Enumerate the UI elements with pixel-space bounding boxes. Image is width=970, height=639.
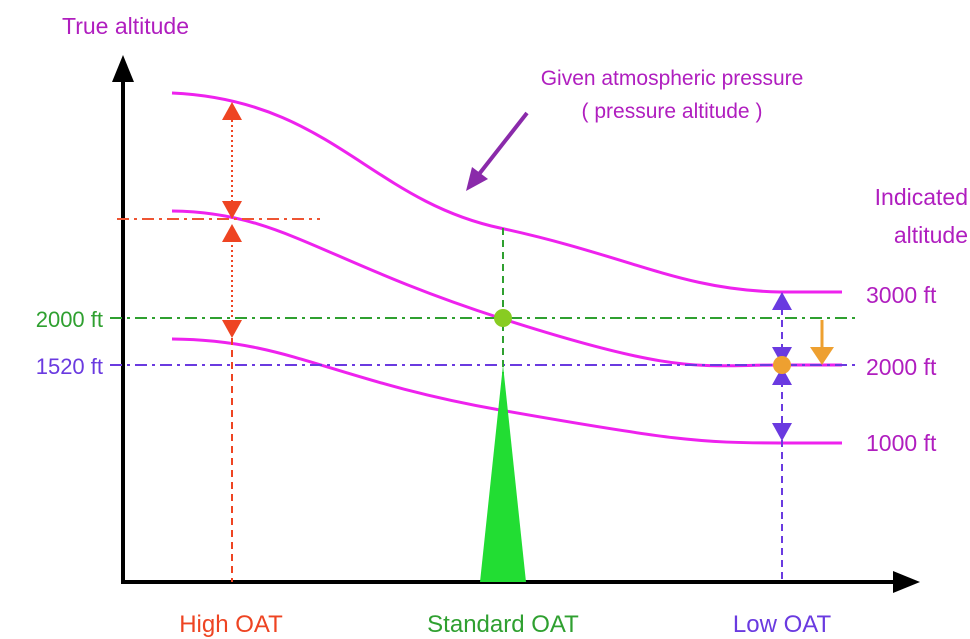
annotation-line-1: Given atmospheric pressure — [541, 67, 804, 90]
curve-label-3000: 3000 ft — [866, 282, 937, 308]
low-oat-label: Low OAT — [733, 611, 832, 638]
indicated-altitude-label-1: Indicated — [875, 184, 968, 210]
up-arrowhead-icon — [772, 292, 792, 310]
down-arrowhead-icon — [222, 320, 242, 338]
level-label-2000: 2000 ft — [36, 307, 103, 332]
x-axis-arrowhead-icon — [893, 571, 920, 593]
low-oat-group — [772, 292, 834, 582]
down-arrowhead-icon — [772, 423, 792, 441]
curve-label-2000: 2000 ft — [866, 354, 937, 380]
standard-oat-dot — [494, 309, 512, 327]
y-axis-arrowhead-icon — [112, 55, 134, 82]
up-arrowhead-icon — [772, 367, 792, 385]
high-oat-group — [222, 102, 242, 582]
down-arrow-icon — [810, 320, 834, 365]
curve-label-1000: 1000 ft — [866, 430, 937, 456]
annotation-line-2: ( pressure altitude ) — [582, 100, 763, 123]
low-oat-dot — [773, 356, 791, 374]
y-axis-label: True altitude — [62, 13, 189, 39]
indicated-altitude-label-2: altitude — [894, 222, 968, 248]
pointer-arrow-icon — [466, 111, 529, 191]
up-arrowhead-icon — [222, 224, 242, 242]
isobars — [171, 91, 842, 445]
up-arrowhead-icon — [222, 102, 242, 120]
standard-oat-label: Standard OAT — [427, 611, 579, 638]
standard-oat-group — [480, 228, 526, 582]
high-oat-label: High OAT — [179, 611, 283, 638]
level-label-1520: 1520 ft — [36, 354, 103, 379]
isobar-3000 — [171, 91, 842, 294]
down-arrowhead-icon — [222, 201, 242, 219]
standard-oat-green-spike — [480, 365, 526, 582]
